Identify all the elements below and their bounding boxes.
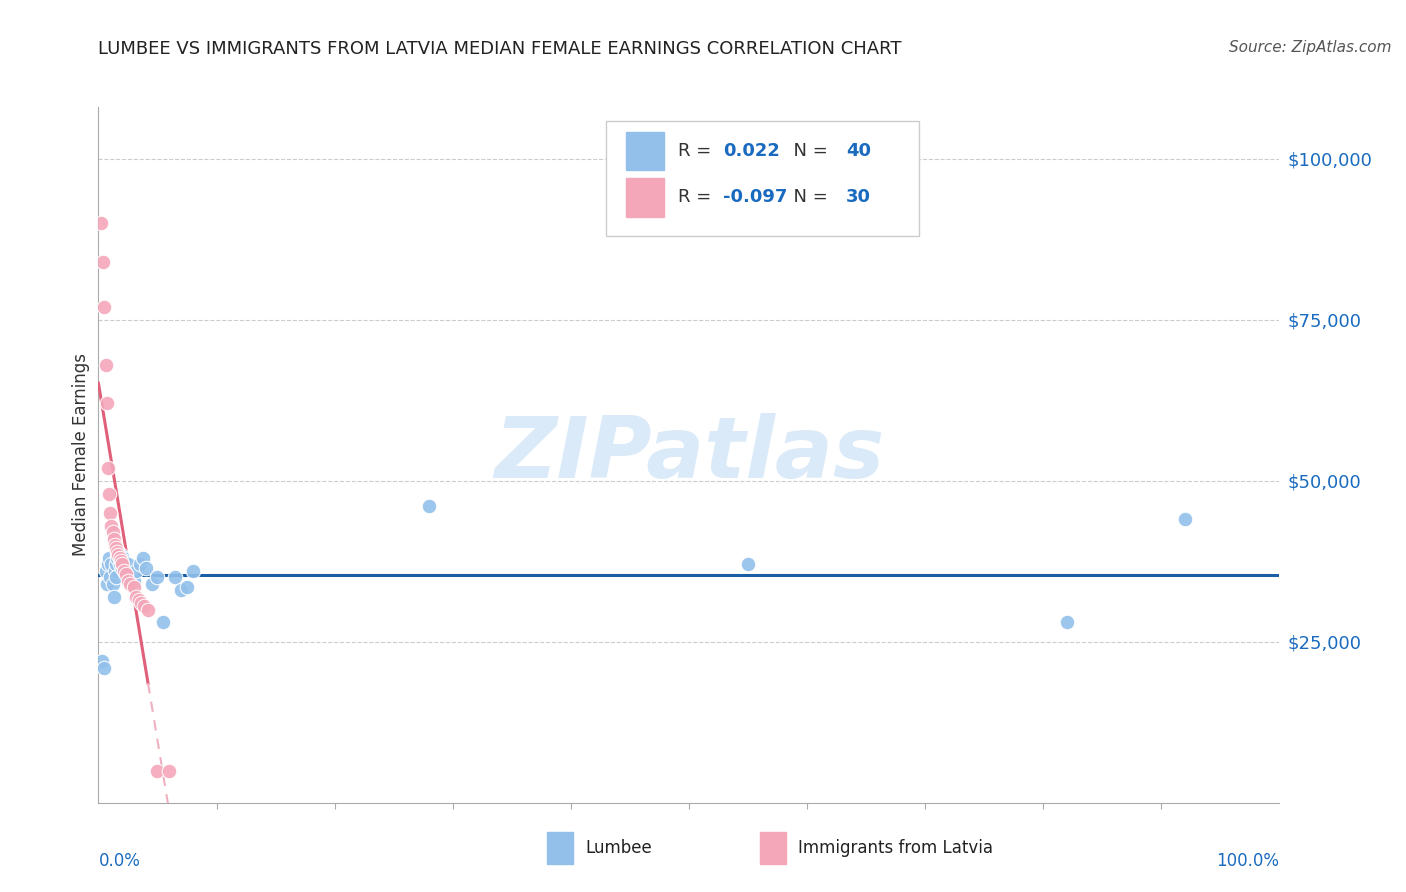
Point [110,548,132,562]
Point [418,500,440,514]
Point [105,541,128,556]
Text: 0.022: 0.022 [723,142,780,160]
Point [105,551,128,566]
Point [93,660,115,674]
Point [103,590,125,604]
FancyBboxPatch shape [606,121,920,235]
Point [737,558,759,572]
Point [121,576,143,591]
Text: 0.0%: 0.0% [98,852,141,870]
Point [176,580,198,594]
Point [94,564,117,578]
Point [103,532,125,546]
Point [98,486,121,500]
Point [101,576,124,591]
Point [117,558,139,572]
Point [170,583,193,598]
Text: Lumbee: Lumbee [585,839,652,857]
Point [104,564,127,578]
Point [120,570,142,584]
Point [120,576,142,591]
Point [128,592,150,607]
Point [141,576,163,591]
Point [110,554,132,568]
Bar [626,132,664,170]
Point [157,764,180,778]
Point [107,548,129,562]
Text: R =: R = [678,188,717,206]
Point [97,460,120,475]
Point [98,551,121,566]
Bar [626,178,664,217]
Point [114,564,136,578]
Text: Source: ZipAtlas.com: Source: ZipAtlas.com [1229,40,1392,55]
Text: N =: N = [782,188,834,206]
Point [122,580,145,594]
Text: 30: 30 [846,188,872,206]
Point [181,564,204,578]
Text: 100.0%: 100.0% [1216,852,1279,870]
Point [128,558,150,572]
Point [111,558,134,572]
Point [104,538,127,552]
Point [101,525,124,540]
Point [114,567,136,582]
Point [105,558,128,572]
Bar [547,832,574,863]
Point [96,396,118,410]
Point [108,551,131,566]
Point [125,564,148,578]
Point [93,300,115,314]
Point [136,602,159,616]
Point [97,558,120,572]
Point [117,574,139,588]
Text: -0.097: -0.097 [723,188,787,206]
Point [112,564,135,578]
Point [112,554,135,568]
Point [146,570,169,584]
Point [107,544,129,558]
Text: ZIPatlas: ZIPatlas [494,413,884,497]
Point [129,596,152,610]
Text: R =: R = [678,142,717,160]
Point [165,570,187,584]
Text: 40: 40 [846,142,872,160]
Text: LUMBEE VS IMMIGRANTS FROM LATVIA MEDIAN FEMALE EARNINGS CORRELATION CHART: LUMBEE VS IMMIGRANTS FROM LATVIA MEDIAN … [98,40,901,58]
Bar [759,832,786,863]
Point [90,216,112,230]
Point [91,654,114,668]
Text: N =: N = [782,142,834,160]
Point [108,558,131,572]
Point [96,576,118,591]
Y-axis label: Median Female Earnings: Median Female Earnings [72,353,90,557]
Point [135,560,157,574]
Point [134,599,156,614]
Point [146,764,169,778]
Point [125,590,148,604]
Point [98,506,121,520]
Point [132,551,155,566]
Point [98,570,121,584]
Point [100,518,122,533]
Point [105,544,128,558]
Point [122,574,145,588]
Point [112,551,135,566]
Point [100,558,122,572]
Point [1056,615,1078,630]
Point [94,358,117,372]
Text: Immigrants from Latvia: Immigrants from Latvia [797,839,993,857]
Point [1174,512,1197,526]
Point [152,615,174,630]
Point [105,570,128,584]
Point [91,254,114,268]
Point [111,560,134,574]
